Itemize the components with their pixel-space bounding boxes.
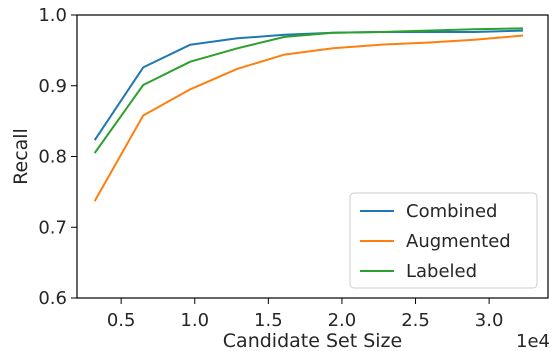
y-tick-label: 0.6 — [38, 288, 67, 309]
series-line-labeled — [93, 27, 524, 154]
x-tick-label: 3.0 — [475, 310, 504, 331]
x-tick-label: 0.5 — [107, 310, 136, 331]
series-line-augmented — [93, 34, 524, 202]
x-tick-label: 2.5 — [401, 310, 430, 331]
series-line-combined — [93, 29, 524, 141]
legend-label-augmented: Augmented — [406, 231, 511, 252]
x-axis-label: Candidate Set Size — [223, 330, 402, 351]
legend-label-labeled: Labeled — [406, 261, 477, 282]
x-tick-label: 1.0 — [180, 310, 209, 331]
legend-label-combined: Combined — [406, 201, 497, 222]
y-tick-label: 1.0 — [38, 5, 67, 26]
legend-box — [349, 192, 538, 289]
x-tick-label: 1.5 — [254, 310, 283, 331]
x-tick-label: 2.0 — [328, 310, 357, 331]
legend: Combined Augmented Labeled — [349, 192, 538, 289]
y-tick-label: 0.8 — [38, 147, 67, 168]
x-axis-offset-label: 1e4 — [516, 331, 550, 351]
y-tick-label: 0.9 — [38, 76, 67, 97]
y-axis-label: Recall — [10, 128, 32, 185]
y-tick-label: 0.7 — [38, 217, 67, 238]
